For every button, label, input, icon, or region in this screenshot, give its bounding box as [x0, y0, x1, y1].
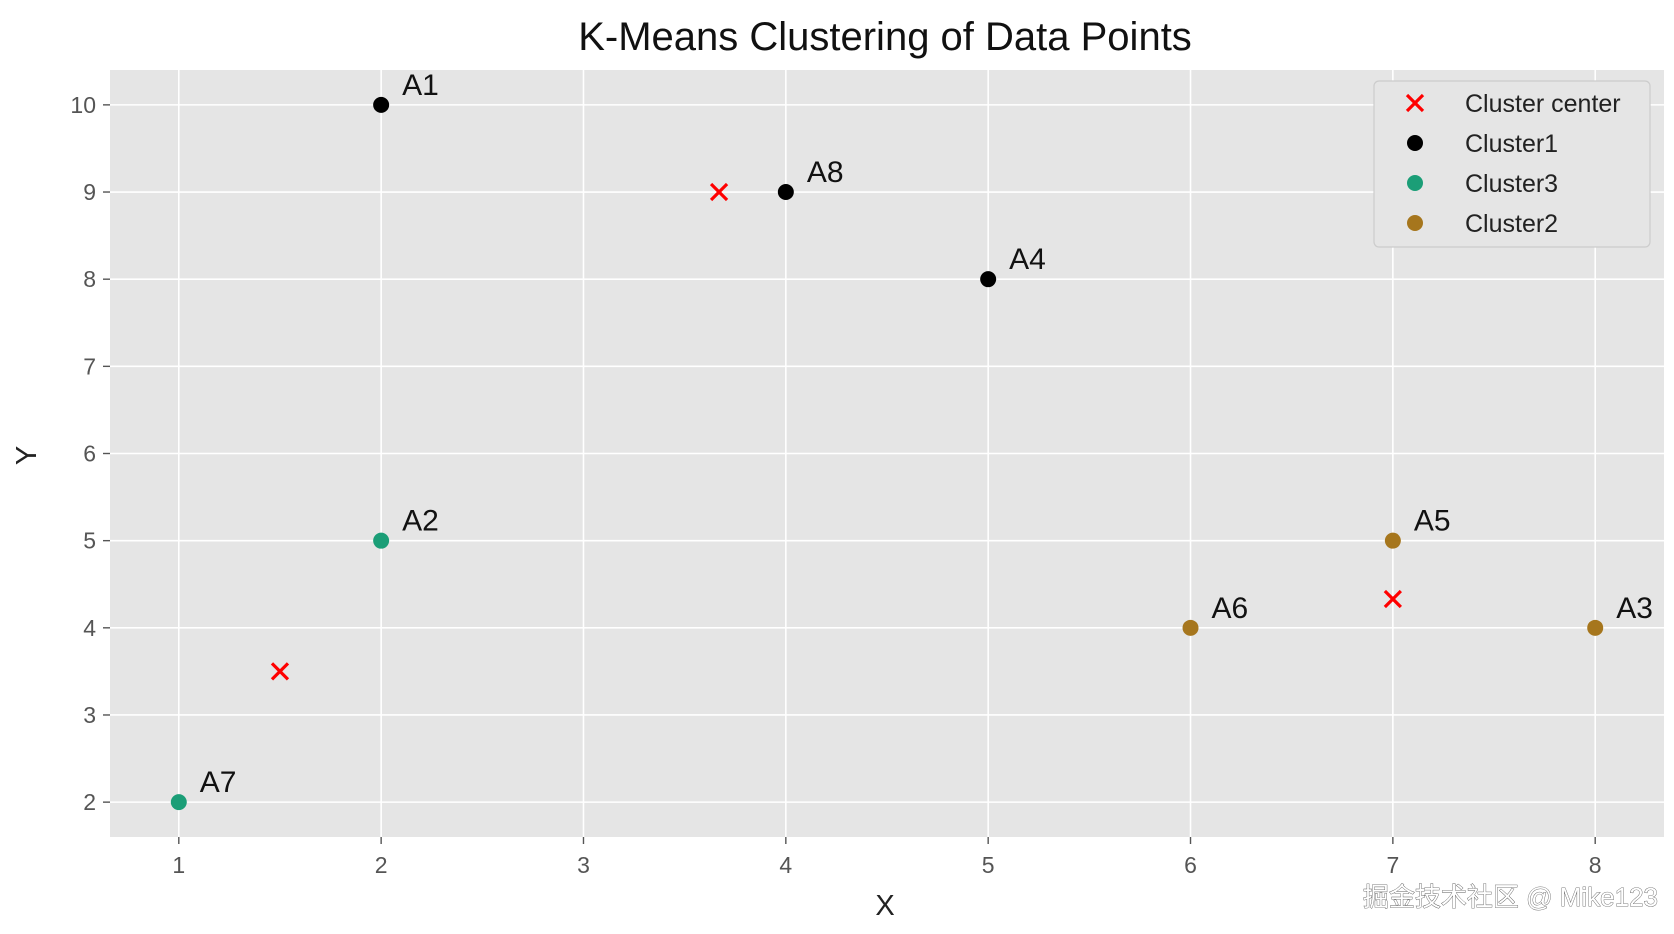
legend-entry-label: Cluster3: [1465, 170, 1558, 198]
y-tick-label: 2: [83, 789, 96, 815]
data-point-a3: [1587, 619, 1604, 636]
cluster-center-marker-stroke: [709, 182, 729, 202]
legend-entry-label: Cluster center: [1465, 90, 1621, 118]
cluster-center-marker-stroke: [270, 662, 290, 681]
legend-entry-label: Cluster2: [1465, 210, 1558, 238]
point-label: A2: [402, 505, 439, 538]
x-tick-label: 8: [1589, 852, 1602, 878]
y-tick-label: 4: [83, 615, 96, 641]
data-point-a4: [980, 271, 997, 288]
y-tick-label: 6: [83, 441, 96, 467]
y-tick-label: 3: [83, 702, 96, 728]
y-tick-label: 8: [83, 266, 96, 292]
cluster-center-marker: [709, 182, 729, 202]
x-tick-label: 3: [577, 852, 590, 878]
x-tick-label: 4: [779, 852, 792, 878]
chart-title: K-Means Clustering of Data Points: [578, 15, 1192, 59]
legend-entry-label: Cluster1: [1465, 130, 1558, 158]
point-label: A7: [200, 766, 237, 799]
cluster-center-marker: [1383, 589, 1402, 609]
legend-marker-x-stroke: [1405, 93, 1425, 113]
data-point-a7: [170, 794, 187, 811]
point-labels: A1 A8 A4 A2 A7 A5 A6 A3: [200, 69, 1653, 799]
legend: Cluster center Cluster1 Cluster3 Cluster2: [1373, 80, 1651, 248]
x-tick-label: 6: [1184, 852, 1197, 878]
data-point-a6: [1182, 619, 1199, 636]
legend-marker-dot: [1407, 175, 1423, 191]
point-label: A8: [807, 156, 844, 189]
cluster-center-marker-stroke: [1383, 589, 1402, 609]
y-tick-label: 5: [83, 528, 96, 554]
cluster-center-marker: [270, 662, 290, 681]
data-point-a2: [373, 532, 390, 549]
x-tick-label: 1: [172, 852, 185, 878]
legend-marker-x: [1405, 93, 1425, 113]
y-tick-label: 10: [70, 92, 96, 118]
y-axis-label: Y: [11, 446, 43, 465]
ticks: 1 2 3 4 5 6 7 8 2 3 4 5 6 7 8 9 10: [70, 92, 1601, 878]
x-tick-label: 2: [375, 852, 388, 878]
data-point-a5: [1384, 532, 1401, 549]
point-label: A1: [402, 69, 439, 102]
legend-marker-dot: [1407, 215, 1423, 231]
y-tick-label: 7: [83, 353, 96, 379]
legend-marker-dot: [1407, 135, 1423, 151]
point-label: A3: [1616, 592, 1653, 625]
x-axis-label: X: [875, 890, 894, 922]
point-label: A5: [1414, 505, 1451, 538]
data-point-a1: [373, 96, 390, 113]
x-tick-label: 7: [1386, 852, 1399, 878]
y-tick-label: 9: [83, 179, 96, 205]
watermark-text: 掘金技术社区 @ Mike123: [1363, 882, 1658, 912]
data-point-a8: [777, 184, 794, 201]
data-marks: [170, 96, 1604, 811]
x-tick-label: 5: [982, 852, 995, 878]
point-label: A6: [1212, 592, 1249, 625]
point-label: A4: [1009, 243, 1046, 276]
legend-box: [1373, 80, 1651, 248]
